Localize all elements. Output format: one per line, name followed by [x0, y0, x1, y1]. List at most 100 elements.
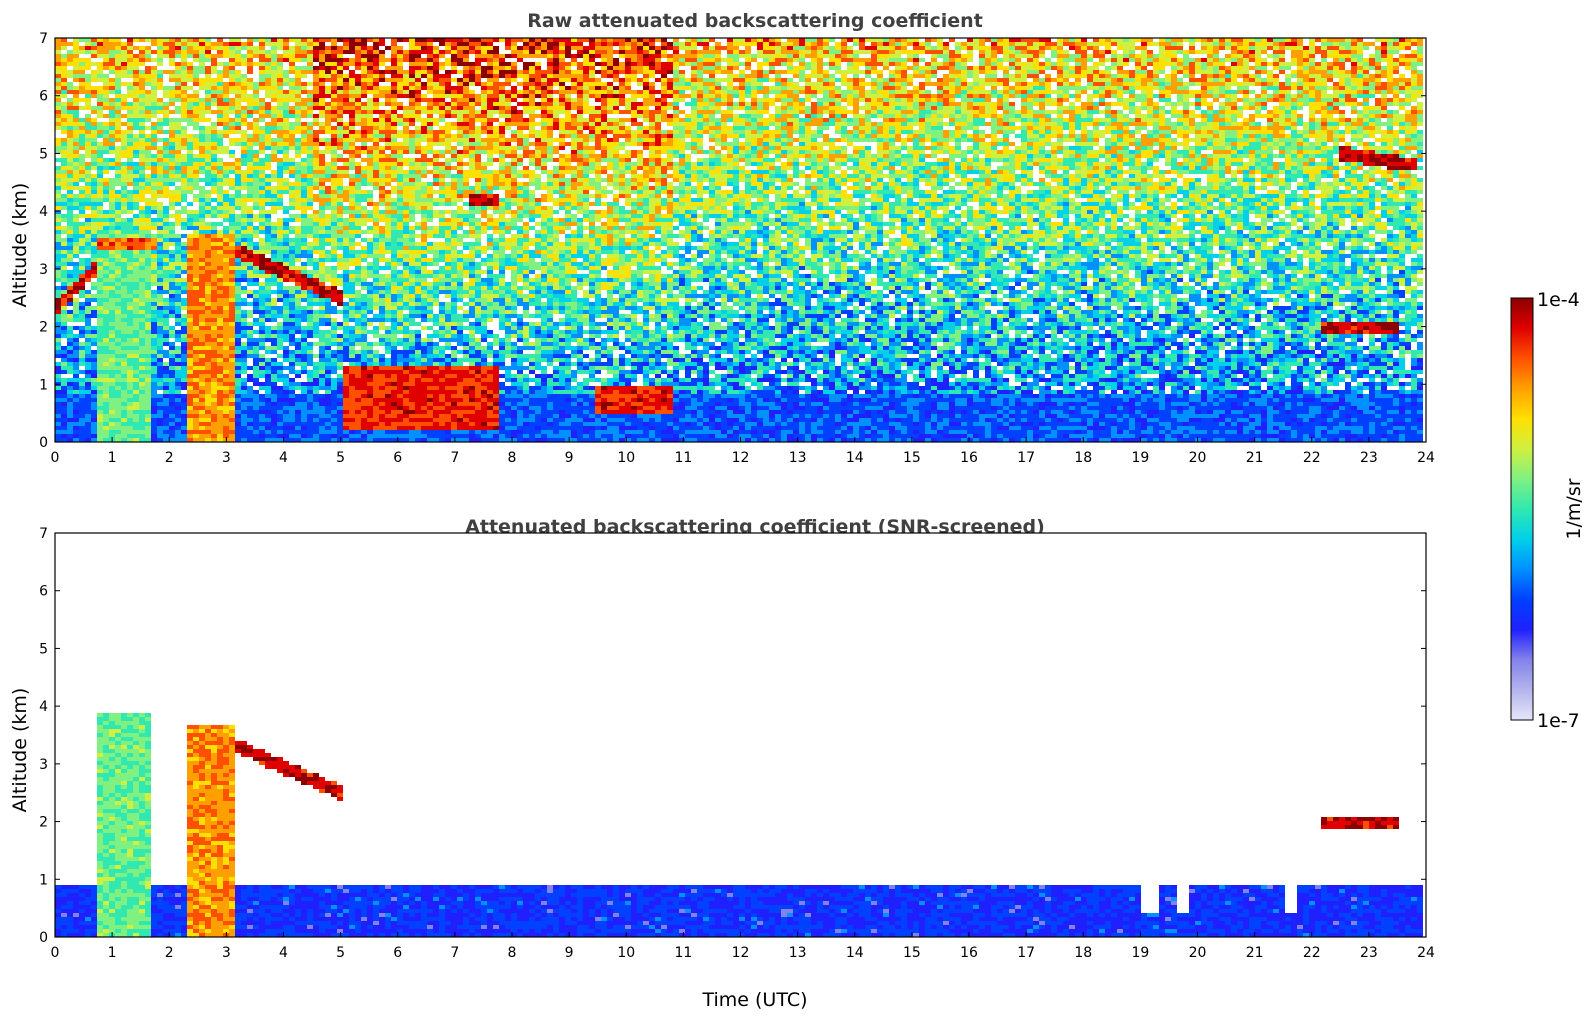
heatmap-cell — [67, 170, 73, 174]
heatmap-cell — [247, 186, 253, 190]
heatmap-cell — [85, 338, 91, 342]
heatmap-cell — [289, 258, 295, 262]
heatmap-cell — [163, 298, 169, 302]
heatmap-cell — [169, 258, 175, 262]
heatmap-cell — [61, 218, 67, 222]
heatmap-cell — [103, 114, 109, 118]
heatmap-cell — [157, 250, 163, 254]
heatmap-cell — [79, 342, 85, 346]
heatmap-cell — [199, 410, 205, 414]
heatmap-cell — [121, 234, 127, 238]
heatmap-cell — [67, 334, 73, 338]
heatmap-cell — [205, 270, 211, 274]
heatmap-cell — [277, 58, 283, 62]
heatmap-cell — [331, 74, 337, 78]
heatmap-cell — [145, 410, 151, 414]
heatmap-cell — [163, 290, 169, 294]
heatmap-cell — [157, 358, 163, 362]
heatmap-cell — [241, 130, 247, 134]
heatmap-cell — [193, 246, 199, 250]
heatmap-cell — [79, 98, 85, 102]
heatmap-cell — [187, 134, 193, 138]
heatmap-cell — [223, 198, 229, 202]
heatmap-cell — [151, 110, 157, 114]
heatmap-cell — [61, 86, 67, 90]
heatmap-cell — [241, 90, 247, 94]
heatmap-cell — [103, 158, 109, 162]
heatmap-cell — [355, 46, 361, 50]
heatmap-cell — [319, 162, 325, 166]
heatmap-cell — [121, 230, 127, 234]
heatmap-cell — [373, 270, 379, 274]
heatmap-cell — [145, 234, 151, 238]
heatmap-cell — [121, 302, 127, 306]
heatmap-cell — [103, 286, 109, 290]
heatmap-cell — [55, 238, 61, 242]
heatmap-cell — [91, 134, 97, 138]
heatmap-cell — [277, 310, 283, 314]
heatmap-cell — [253, 270, 259, 274]
heatmap-cell — [373, 242, 379, 246]
heatmap-cell — [277, 94, 283, 98]
heatmap-cell — [145, 38, 151, 42]
heatmap-cell — [295, 142, 301, 146]
heatmap-cell — [211, 70, 217, 74]
heatmap-cell — [145, 386, 151, 390]
heatmap-cell — [277, 174, 283, 178]
heatmap-cell — [199, 118, 205, 122]
heatmap-cell — [67, 218, 73, 222]
heatmap-cell — [85, 362, 91, 366]
heatmap-cell — [163, 182, 169, 186]
heatmap-cell — [319, 298, 325, 302]
heatmap-cell — [307, 138, 313, 142]
heatmap-cell — [295, 50, 301, 54]
heatmap-cell — [367, 382, 373, 386]
heatmap-cell — [181, 138, 187, 142]
heatmap-cell — [367, 134, 373, 138]
heatmap-cell — [235, 182, 241, 186]
heatmap-cell — [211, 122, 217, 126]
heatmap-cell — [325, 258, 331, 262]
heatmap-cell — [211, 82, 217, 86]
heatmap-cell — [271, 58, 277, 62]
heatmap-cell — [283, 258, 289, 262]
heatmap-cell — [337, 114, 343, 118]
heatmap-cell — [337, 310, 343, 314]
heatmap-cell — [193, 162, 199, 166]
heatmap-cell — [151, 378, 157, 382]
heatmap-cell — [379, 42, 385, 46]
heatmap-cell — [331, 106, 337, 110]
heatmap-cell — [199, 142, 205, 146]
heatmap-cell — [55, 174, 61, 178]
heatmap-cell — [241, 354, 247, 358]
heatmap-cell — [301, 342, 307, 346]
heatmap-cell — [337, 386, 343, 390]
heatmap-cell — [337, 46, 343, 50]
heatmap-cell — [61, 194, 67, 198]
heatmap-cell — [277, 234, 283, 238]
heatmap-cell — [223, 234, 229, 238]
heatmap-cell — [205, 358, 211, 362]
heatmap-cell — [229, 66, 235, 70]
heatmap-cell — [301, 54, 307, 58]
heatmap-cell — [325, 350, 331, 354]
heatmap-cell — [295, 278, 301, 282]
heatmap-cell — [331, 242, 337, 246]
heatmap-cell — [103, 86, 109, 90]
heatmap-cell — [163, 138, 169, 142]
heatmap-cell — [145, 210, 151, 214]
heatmap-cell — [145, 90, 151, 94]
heatmap-cell — [337, 174, 343, 178]
heatmap-cell — [307, 98, 313, 102]
heatmap-cell — [247, 226, 253, 230]
heatmap-cell — [169, 122, 175, 126]
heatmap-cell — [109, 422, 115, 426]
heatmap-cell — [253, 266, 259, 270]
heatmap-cell — [181, 278, 187, 282]
heatmap-cell — [97, 98, 103, 102]
heatmap-cell — [211, 242, 217, 246]
heatmap-cell — [343, 310, 349, 314]
heatmap-cell — [277, 334, 283, 338]
heatmap-cell — [355, 434, 361, 438]
heatmap-cell — [343, 50, 349, 54]
